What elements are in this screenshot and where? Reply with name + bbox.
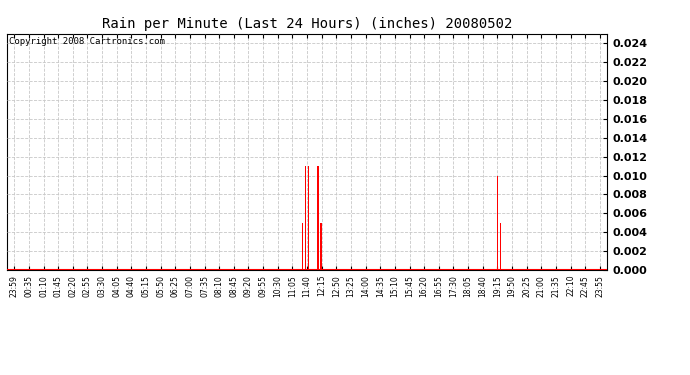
Bar [302, 223, 304, 270]
Bar [317, 166, 319, 270]
Title: Rain per Minute (Last 24 Hours) (inches) 20080502: Rain per Minute (Last 24 Hours) (inches)… [102, 17, 512, 31]
Bar [500, 223, 501, 270]
Bar [497, 176, 498, 270]
Bar [305, 166, 306, 270]
Text: Copyright 2008 Cartronics.com: Copyright 2008 Cartronics.com [9, 37, 165, 46]
Bar [308, 166, 309, 270]
Bar [320, 223, 322, 270]
